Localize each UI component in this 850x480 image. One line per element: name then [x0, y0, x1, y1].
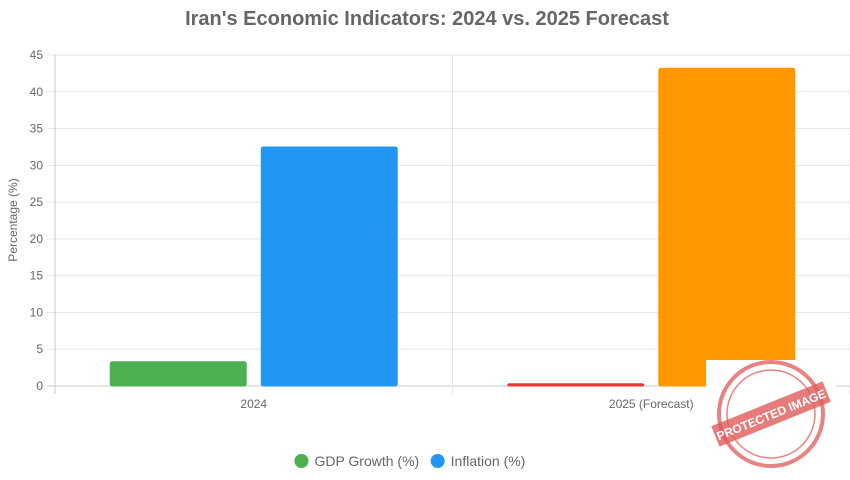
y-tick-label: 40	[30, 85, 44, 99]
chart-title: Iran's Economic Indicators: 2024 vs. 202…	[185, 8, 669, 30]
y-tick-label: 25	[30, 195, 44, 209]
chart-bars	[109, 67, 796, 387]
bar-gdp-growth-1[interactable]	[507, 383, 645, 387]
bar-inflation-0[interactable]	[260, 146, 398, 387]
y-tick-label: 15	[30, 269, 44, 283]
x-tick-label: 2024	[240, 397, 267, 411]
x-axis-ticks: 2024 2025 (Forecast)	[240, 397, 693, 411]
y-axis-title: Percentage (%)	[6, 178, 20, 261]
y-tick-label: 30	[30, 158, 44, 172]
y-tick-label: 35	[30, 122, 44, 136]
y-tick-label: 10	[30, 305, 44, 319]
legend-swatch[interactable]	[430, 454, 445, 468]
stamp-band-bg	[711, 381, 831, 447]
bar-gdp-growth-0[interactable]	[109, 361, 247, 387]
stamp-outer-ring	[717, 360, 825, 468]
chart-grid	[47, 54, 850, 394]
y-axis-ticks: 0 5 10 15 20 25 30 35 40 45	[30, 48, 44, 393]
y-tick-label: 45	[30, 48, 44, 62]
y-tick-label: 5	[36, 342, 43, 356]
x-tick-label: 2025 (Forecast)	[609, 397, 694, 411]
y-tick-label: 20	[30, 232, 44, 246]
legend-label[interactable]: GDP Growth (%)	[314, 453, 419, 469]
chart-legend[interactable]: GDP Growth (%) Inflation (%)	[294, 453, 525, 469]
protected-stamp-watermark: PROTECTED IMAGE	[706, 360, 836, 480]
legend-label[interactable]: Inflation (%)	[451, 453, 526, 469]
stamp-inner-ring	[726, 369, 816, 459]
bar-inflation-1[interactable]	[658, 67, 796, 387]
y-tick-label: 0	[36, 379, 43, 393]
legend-swatch[interactable]	[294, 454, 309, 468]
